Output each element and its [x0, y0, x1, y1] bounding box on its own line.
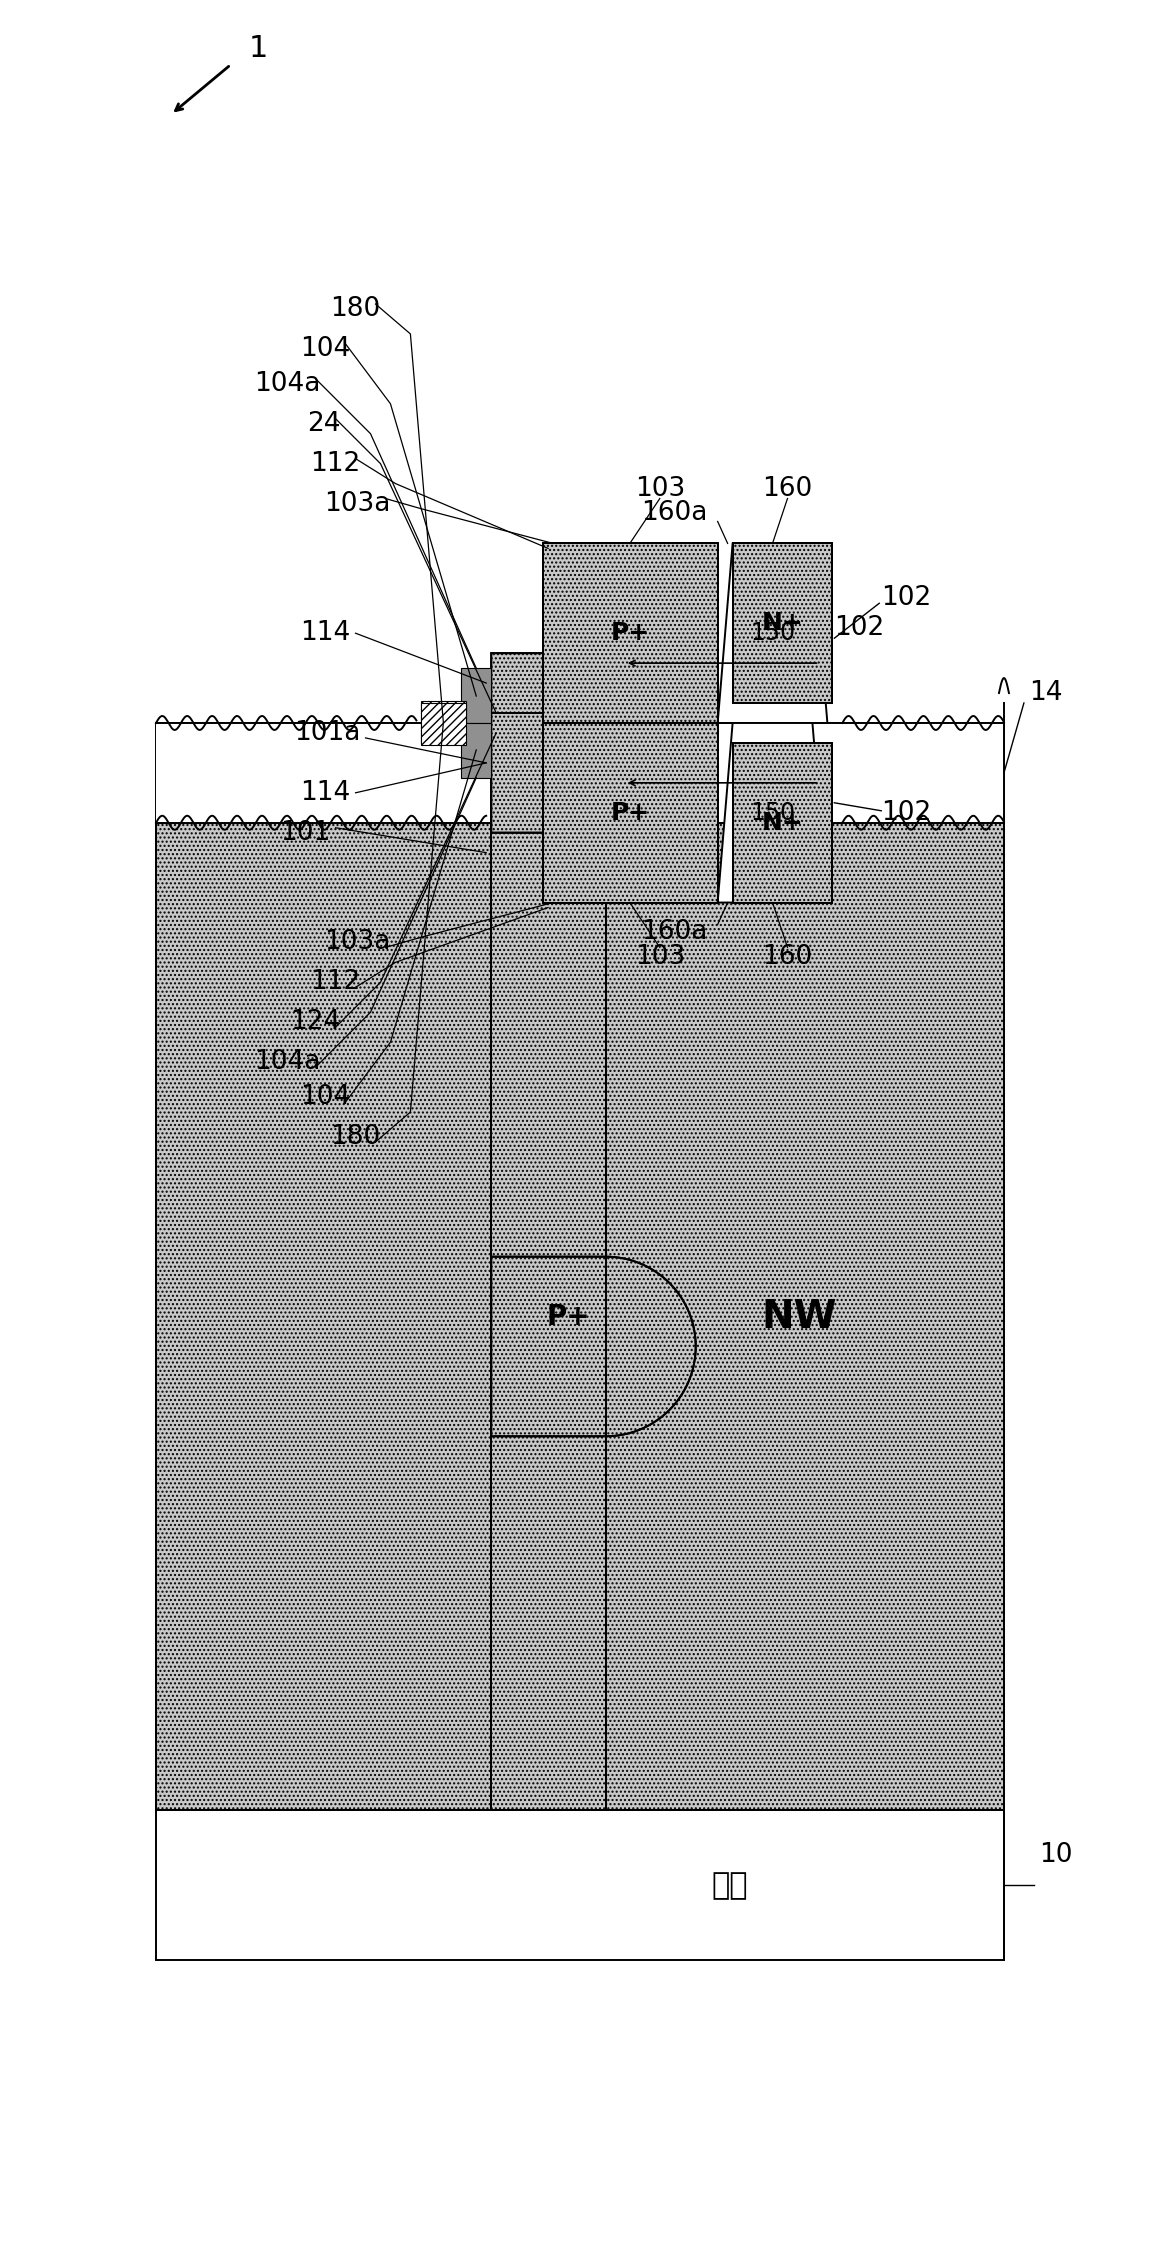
Text: 24: 24 [307, 410, 340, 437]
Bar [492, 714, 606, 1811]
Text: 103a: 103a [324, 930, 391, 955]
Text: 103: 103 [634, 475, 685, 502]
Bar [733, 743, 832, 903]
Text: 103a: 103a [324, 491, 391, 516]
Text: 150: 150 [750, 802, 795, 824]
Text: P+: P+ [610, 622, 649, 644]
Text: 160: 160 [762, 475, 812, 502]
Bar [422, 700, 466, 743]
Text: N+: N+ [762, 610, 803, 635]
Text: 104a: 104a [254, 1049, 321, 1074]
Text: 1: 1 [249, 34, 268, 63]
Text: 102: 102 [881, 799, 932, 826]
Text: 150: 150 [750, 622, 795, 644]
Text: 14: 14 [1028, 680, 1063, 707]
Bar [733, 543, 832, 703]
Text: 124: 124 [291, 1009, 340, 1036]
Text: 101: 101 [280, 820, 331, 847]
Text: 160: 160 [762, 944, 812, 971]
Text: 114: 114 [300, 779, 350, 806]
Bar [156, 723, 1004, 822]
Bar [606, 723, 1004, 822]
Polygon shape [492, 1257, 695, 1437]
Bar [156, 1811, 1004, 1959]
Bar [461, 669, 492, 723]
Text: 180: 180 [330, 295, 380, 322]
Bar [543, 723, 718, 903]
Bar [422, 703, 466, 745]
Bar [492, 714, 606, 1811]
Text: 104: 104 [300, 1083, 350, 1110]
Text: 103: 103 [634, 944, 685, 971]
Text: 112: 112 [310, 450, 361, 477]
Bar [156, 723, 492, 822]
Polygon shape [718, 543, 827, 723]
Text: 160a: 160a [641, 919, 708, 946]
Text: 114: 114 [300, 619, 350, 646]
Text: 104a: 104a [254, 372, 321, 396]
Text: 衯底: 衯底 [711, 1871, 748, 1901]
Text: 180: 180 [330, 1124, 380, 1151]
Bar [733, 743, 832, 903]
Text: 102: 102 [881, 586, 932, 610]
Polygon shape [492, 653, 695, 833]
Text: NW: NW [762, 1297, 838, 1335]
Bar [156, 822, 1004, 1811]
Text: N+: N+ [762, 811, 803, 835]
Bar [156, 822, 1004, 1811]
Bar [461, 723, 492, 777]
Text: 10: 10 [1039, 1842, 1072, 1869]
Text: 102: 102 [834, 615, 885, 642]
Bar [543, 543, 718, 723]
Text: P+: P+ [610, 802, 649, 824]
Bar [543, 723, 718, 903]
Text: 104: 104 [300, 336, 350, 363]
Text: 101a: 101a [294, 721, 361, 745]
Bar [733, 543, 832, 703]
Text: P+: P+ [546, 1302, 589, 1331]
Polygon shape [718, 723, 827, 903]
Text: 112: 112 [310, 968, 361, 995]
Bar [543, 543, 718, 723]
Text: 160a: 160a [641, 500, 708, 527]
